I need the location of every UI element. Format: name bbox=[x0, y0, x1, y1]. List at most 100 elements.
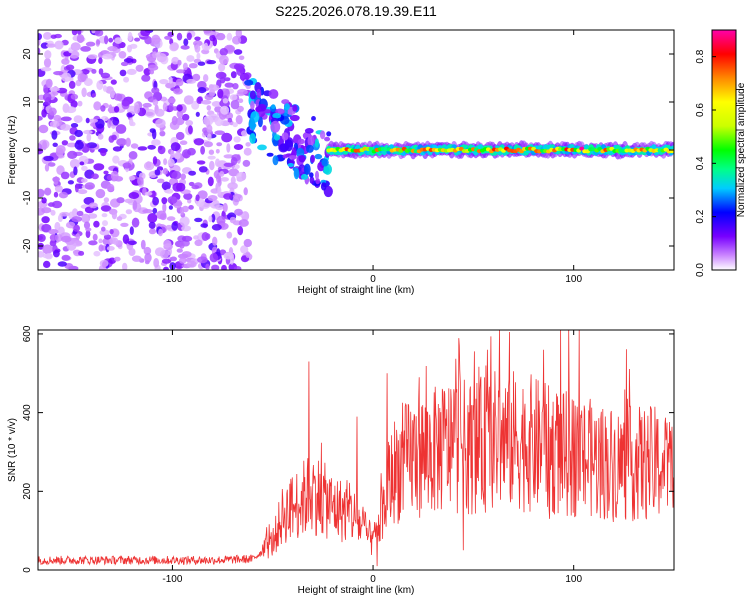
spectrogram-cell bbox=[114, 256, 121, 262]
spectrogram-cell bbox=[127, 31, 133, 42]
spectrogram-cell bbox=[91, 173, 99, 180]
spectrogram-cell bbox=[158, 228, 163, 237]
spectrogram-cell bbox=[38, 201, 42, 207]
spectrogram-cell bbox=[141, 74, 151, 82]
spectrogram-cell bbox=[266, 152, 274, 157]
spectrogram-cell bbox=[203, 74, 209, 83]
spectrogram-cell bbox=[220, 177, 229, 182]
spectrogram-cell bbox=[148, 221, 156, 229]
spectrogram-cell bbox=[273, 134, 281, 141]
spectrogram-cell bbox=[240, 245, 249, 254]
spectrogram-cell bbox=[211, 224, 222, 231]
spectrogram-cell bbox=[74, 140, 84, 150]
spectrogram-cell bbox=[151, 139, 161, 146]
spectrogram-cell bbox=[284, 103, 290, 111]
spectrogram-cell bbox=[179, 216, 190, 227]
spectrogram-cell bbox=[112, 146, 122, 152]
spectrogram-cell bbox=[173, 88, 183, 95]
spectrogram-cell bbox=[61, 140, 69, 146]
spectrogram-cell bbox=[257, 144, 267, 151]
spectrogram-cell bbox=[215, 149, 220, 154]
spectrogram-cell bbox=[168, 103, 174, 112]
spectrogram-cell bbox=[53, 191, 59, 198]
spectrogram-cell bbox=[176, 69, 185, 74]
spectrogram-cell bbox=[215, 71, 227, 79]
spectrogram-cell bbox=[143, 161, 155, 171]
spectrogram-cell bbox=[228, 168, 240, 177]
spectrogram-cell bbox=[74, 183, 79, 193]
spectrogram-cell bbox=[116, 197, 125, 204]
spectrogram-cell bbox=[293, 167, 300, 180]
spectrogram-cell bbox=[108, 37, 114, 43]
spectrogram-cell bbox=[307, 135, 315, 147]
spectrogram-cell bbox=[81, 213, 91, 223]
spectrogram-cell bbox=[206, 105, 212, 111]
spectrogram-cell bbox=[46, 43, 56, 48]
spectrogram-cell bbox=[38, 33, 42, 41]
spectrogram-cell bbox=[73, 224, 80, 232]
spectrogram-cell bbox=[230, 157, 238, 166]
spectrogram-cell bbox=[304, 128, 314, 134]
spectrogram-cell bbox=[237, 226, 244, 236]
spectrogram-cell bbox=[197, 190, 208, 200]
spectrogram-cell bbox=[85, 117, 90, 124]
spectrogram-cell bbox=[121, 98, 130, 107]
spectrogram-cell bbox=[70, 42, 81, 51]
spectrogram-cell bbox=[169, 42, 179, 52]
spectrogram-cell bbox=[65, 64, 75, 71]
snr-frame bbox=[37, 329, 675, 571]
spectrogram-cell bbox=[85, 230, 91, 238]
spectrogram-cell bbox=[159, 213, 167, 221]
spectrogram-cell bbox=[96, 80, 104, 91]
spectrogram-cell bbox=[166, 216, 176, 221]
snr-plot-area bbox=[38, 330, 674, 567]
spectrogram-cell bbox=[309, 172, 314, 178]
spectrogram-cell bbox=[126, 112, 133, 118]
spectrogram-cell bbox=[218, 63, 226, 72]
spectrogram-cell bbox=[176, 104, 183, 112]
spectrogram-cell bbox=[214, 130, 225, 135]
spectrogram-cell bbox=[289, 114, 300, 122]
spectrogram-cell bbox=[60, 235, 72, 243]
spectrogram-cell bbox=[98, 238, 103, 244]
spectrogram-cell bbox=[326, 131, 332, 137]
spectrogram-cell bbox=[155, 118, 166, 128]
spectrogram-cell bbox=[77, 30, 82, 36]
spectrogram-cell bbox=[238, 55, 245, 61]
spectrogram-cell bbox=[224, 77, 231, 82]
spectrogram-cell bbox=[112, 155, 120, 164]
spectrogram-cell bbox=[303, 163, 311, 175]
y-tick-label: -10 bbox=[22, 190, 33, 205]
spectrogram-cell bbox=[125, 209, 133, 215]
spectrogram-cell bbox=[134, 37, 141, 42]
spectrogram-cell bbox=[103, 234, 112, 240]
spectrogram-cell bbox=[159, 130, 166, 137]
spectrogram-cell bbox=[93, 163, 105, 171]
spectrogram-cell bbox=[292, 104, 298, 112]
spectrogram-cell bbox=[43, 57, 52, 68]
spectrogram-cell bbox=[128, 175, 136, 181]
spectrogram-cell bbox=[127, 44, 132, 53]
spectrogram-cell bbox=[219, 48, 228, 56]
spectrogram-cell bbox=[49, 234, 58, 242]
spectrogram-cell bbox=[123, 58, 134, 63]
spectrogram-cell bbox=[172, 182, 183, 192]
snr-line bbox=[38, 330, 674, 567]
spectrogram-cell bbox=[87, 54, 98, 60]
spectrogram-cell bbox=[107, 46, 118, 52]
spectrogram-cell bbox=[93, 101, 102, 111]
spectrogram-cell bbox=[49, 87, 60, 92]
spectrogram-cell bbox=[282, 154, 288, 159]
spectrogram-cell bbox=[87, 118, 99, 123]
spectrogram-cell bbox=[98, 244, 104, 252]
spectrogram-cell bbox=[143, 246, 152, 255]
spectrogram-cell bbox=[234, 208, 243, 216]
colorbar-tick-label: 0.6 bbox=[695, 103, 706, 117]
spectrogram-cell bbox=[45, 253, 53, 260]
spectrogram-cell bbox=[41, 216, 50, 224]
spectrogram-cell bbox=[81, 87, 87, 98]
spectrogram-cell bbox=[188, 181, 195, 187]
spectrogram-cell bbox=[110, 79, 117, 85]
spectrogram-cell bbox=[207, 176, 214, 187]
